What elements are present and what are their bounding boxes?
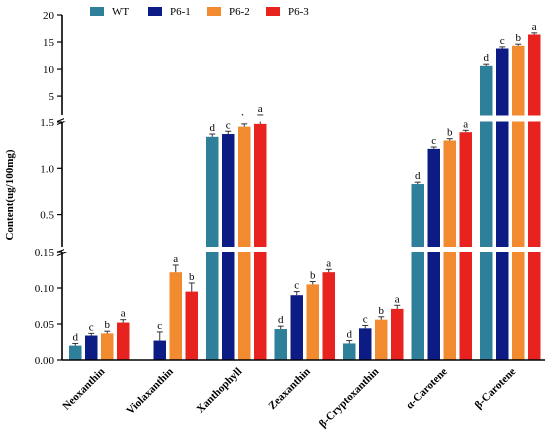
significance-letter: d [415, 170, 421, 182]
significance-letter: a [395, 293, 400, 305]
significance-letter: b [189, 271, 195, 283]
x-category-label: β-Carotene [473, 366, 519, 412]
significance-letter: c [431, 135, 436, 147]
bar [117, 322, 130, 360]
bar [343, 343, 356, 360]
bar [375, 319, 388, 360]
significance-letter: d [278, 314, 284, 326]
significance-letter: d [484, 52, 490, 64]
significance-letter: a [463, 118, 468, 130]
significance-letter: a [121, 308, 126, 320]
bar [274, 329, 287, 360]
significance-letter: b [379, 305, 385, 317]
significance-letter: d [210, 122, 216, 134]
bar [153, 340, 166, 360]
significance-letter: c [226, 119, 231, 131]
significance-letter: b [516, 32, 522, 44]
bar [85, 335, 98, 360]
y-tick-label: 0.15 [35, 247, 55, 259]
significance-letter: a [532, 21, 537, 33]
significance-letter: c [500, 35, 505, 47]
significance-letter: d [73, 331, 79, 343]
axis-break-mark [56, 250, 68, 257]
legend-swatch [207, 7, 221, 16]
y-axis: 0.00 0.05 0.10 0.15 0.5 1.0 1.5 5 10 15 20 [35, 10, 68, 367]
legend-label: P6-1 [170, 6, 191, 18]
bar [185, 291, 198, 360]
bar [290, 295, 303, 360]
significance-letter: b [105, 319, 111, 331]
significance-letter: d [347, 329, 353, 341]
bar [101, 333, 114, 360]
bar [254, 123, 267, 360]
bar [496, 48, 509, 360]
bar [169, 272, 182, 360]
legend-label: WT [112, 6, 129, 18]
y-axis-title: Content(ug/100mg) [4, 149, 16, 240]
legend-swatch [266, 7, 280, 16]
significance-letter: c [363, 313, 368, 325]
chart-legend: WT P6-1 P6-2 P6-3 [90, 6, 309, 18]
y-tick-label: 20 [43, 10, 55, 22]
significance-letter: c [157, 320, 162, 332]
x-category-label: β-Cryptoxanthin [317, 366, 381, 430]
x-category-label: α-Carotene [404, 366, 450, 412]
bar [528, 34, 541, 360]
bar [512, 45, 525, 360]
significance-letter: b [310, 270, 316, 282]
bar [427, 148, 440, 360]
bar [459, 132, 472, 360]
y-tick-label: 0.00 [35, 355, 55, 367]
significance-letter: a [173, 253, 178, 265]
significance-letter: a [258, 103, 263, 115]
bar [359, 328, 372, 360]
x-category-label: Xanthophyll [194, 366, 244, 416]
y-tick-label: 10 [43, 64, 55, 76]
y-tick-label: 1.5 [40, 117, 54, 129]
x-category-label: Zeaxanthin [266, 366, 313, 413]
significance-letter: c [89, 321, 94, 333]
y-tick-label: 0.10 [35, 283, 55, 295]
bar [238, 126, 251, 360]
bar [69, 345, 82, 360]
x-axis: Neoxanthin Violaxanthin Xanthophyll Zeaxant… [60, 359, 545, 430]
x-category-label: Violaxanthin [124, 366, 175, 417]
y-tick-label: 0.5 [40, 210, 54, 222]
axis-break-gap [64, 247, 547, 252]
legend-label: P6-3 [288, 6, 309, 18]
legend-swatch [148, 7, 162, 16]
y-tick-label: 15 [43, 37, 55, 49]
y-tick-label: 0.05 [35, 319, 55, 331]
axis-break-gap [64, 115, 547, 122]
bar [322, 272, 335, 360]
significance-letter: a [326, 257, 331, 269]
x-category-label: Neoxanthin [60, 366, 107, 413]
bar [480, 65, 493, 360]
y-tick-label: 1.0 [40, 163, 54, 175]
legend-swatch [90, 7, 104, 16]
bar-series: dcbacabdcbadcbadcbadcbadcba [64, 21, 547, 360]
y-tick-label: 5 [49, 91, 55, 103]
legend-label: P6-2 [229, 6, 250, 18]
bar [391, 308, 404, 360]
significance-letter: c [294, 280, 299, 292]
significance-letter: b [447, 127, 453, 139]
bar [306, 284, 319, 360]
bar [411, 184, 424, 360]
